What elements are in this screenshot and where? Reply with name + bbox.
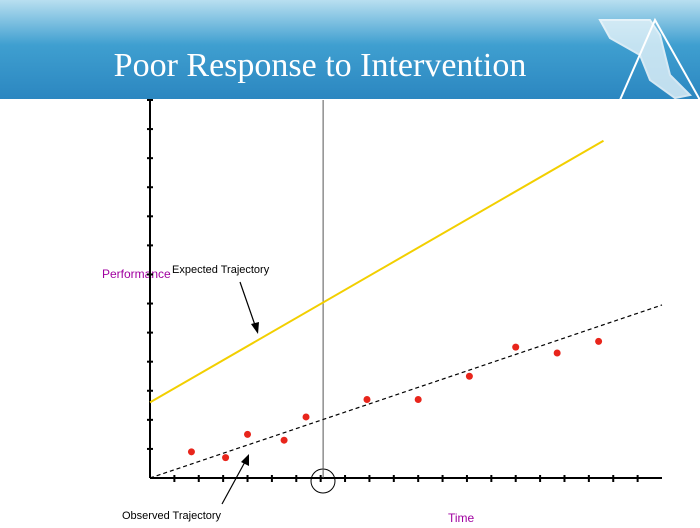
trend-line <box>149 304 663 479</box>
logo-triangle <box>618 17 700 101</box>
line-label: Expected Trajectory <box>172 264 270 276</box>
data-point <box>363 395 371 403</box>
arrow <box>239 281 257 329</box>
arrow <box>221 459 247 505</box>
data-point <box>553 349 561 357</box>
logo <box>598 19 693 100</box>
data-point <box>414 395 422 403</box>
data-point <box>512 343 520 351</box>
data-point <box>465 372 473 380</box>
data-point <box>302 413 310 421</box>
data-point <box>187 448 195 456</box>
x-axis-label: Time <box>448 511 475 525</box>
data-point <box>280 436 288 444</box>
data-point <box>222 454 230 462</box>
slide-title: Poor Response to Intervention <box>114 47 527 84</box>
data-point <box>595 337 603 345</box>
arrow-head <box>241 454 249 466</box>
data-point <box>244 430 252 438</box>
line-label: Observed Trajectory <box>122 510 222 522</box>
header-band <box>0 0 700 100</box>
arrow-head <box>251 322 259 334</box>
y-axis-label: Performance <box>102 267 171 281</box>
trend-line <box>149 139 604 404</box>
